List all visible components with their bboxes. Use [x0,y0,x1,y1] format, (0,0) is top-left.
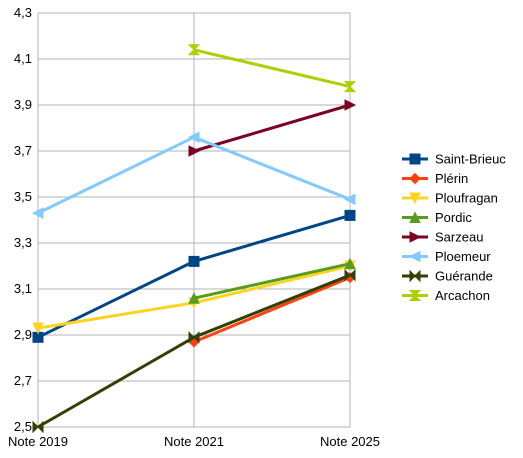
data-point [32,322,44,335]
legend-swatch-marker [408,250,421,263]
series-line [193,276,351,344]
series-0 [32,209,356,343]
data-point [344,209,356,221]
data-point [344,268,356,282]
legend-entry: Sarzeau [402,230,483,245]
series-line [193,103,351,153]
series-7 [187,44,357,93]
legend-swatch-marker [408,290,422,301]
legend-swatch-marker [409,153,421,165]
series-line [193,262,351,300]
plot-area [31,44,357,434]
legend-entry: Guérande [402,269,493,284]
legend-entry: Ploufragan [402,191,498,206]
data-point [343,193,356,206]
data-point [188,255,200,267]
legend-swatch-marker [409,192,421,205]
y-tick-label: 4,3 [14,5,32,20]
x-tick-label: Note 2021 [164,434,224,449]
y-tick-label: 2,7 [14,373,32,388]
legend-label: Ploufragan [435,191,498,206]
legend-swatch-marker [409,211,421,223]
data-point [188,292,200,304]
y-axis-ticks: 2,5 2,7 2,9 3,1 3,3 3,5 3,7 3,9 4,1 4,3 [14,5,32,434]
data-point [343,81,357,93]
y-tick-label: 2,5 [14,419,32,434]
y-tick-label: 3,3 [14,235,32,250]
series-5 [31,131,356,219]
x-axis-ticks: Note 2019 Note 2021 Note 2025 [8,434,380,449]
legend-label: Ploemeur [435,249,491,264]
data-point [188,145,201,157]
legend-entry: Plérin [402,171,468,186]
y-tick-label: 3,9 [14,97,32,112]
series-3 [188,257,356,304]
data-point [187,131,200,144]
legend-label: Arcachon [435,288,490,303]
legend-entry: Arcachon [402,288,490,303]
data-point [32,420,44,434]
y-tick-label: 2,9 [14,327,32,342]
data-point [344,257,356,270]
legend-swatch-marker [409,172,421,185]
legend-swatch-marker [409,269,421,283]
y-tick-label: 3,1 [14,281,32,296]
legend-swatch-marker [409,231,422,243]
data-point [188,331,200,344]
series-6 [32,268,356,434]
legend-entry: Ploemeur [402,249,491,264]
legend-label: Sarzeau [435,230,483,245]
legend-label: Plérin [435,171,468,186]
data-point [344,99,357,111]
series-line [193,48,351,89]
y-tick-label: 4,1 [14,51,32,66]
data-point [31,207,44,219]
legend-label: Pordic [435,210,472,225]
legend-label: Guérande [435,269,493,284]
data-point [187,44,201,56]
y-tick-label: 3,7 [14,143,32,158]
legend-entry: Pordic [402,210,472,225]
x-tick-label: Note 2019 [8,434,68,449]
x-tick-label: Note 2025 [320,434,380,449]
legend-label: Saint-Brieuc [435,152,506,167]
series-4 [188,99,357,157]
legend-entry: Saint-Brieuc [402,152,506,167]
legend: Saint-Brieuc Plérin Ploufragan Pordic Sarzea… [402,152,506,303]
y-tick-label: 3,5 [14,189,32,204]
